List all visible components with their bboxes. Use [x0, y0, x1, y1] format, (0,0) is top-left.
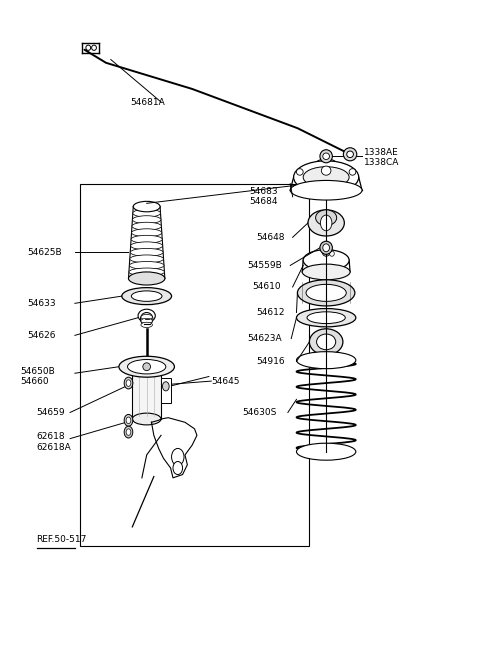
Ellipse shape: [294, 161, 359, 193]
Text: 54623A: 54623A: [247, 334, 282, 343]
Ellipse shape: [317, 334, 336, 350]
Polygon shape: [152, 418, 197, 478]
Ellipse shape: [308, 210, 344, 236]
Ellipse shape: [321, 215, 332, 231]
Ellipse shape: [320, 241, 332, 254]
Ellipse shape: [347, 151, 353, 158]
Ellipse shape: [129, 261, 164, 269]
Ellipse shape: [126, 417, 131, 424]
Text: 54625B: 54625B: [27, 248, 61, 257]
Ellipse shape: [143, 363, 151, 371]
Ellipse shape: [171, 449, 184, 466]
Ellipse shape: [329, 251, 334, 256]
Ellipse shape: [310, 329, 343, 355]
Ellipse shape: [302, 264, 350, 280]
Ellipse shape: [306, 284, 346, 301]
Ellipse shape: [316, 210, 336, 225]
Text: 1338AE
1338CA: 1338AE 1338CA: [364, 148, 400, 167]
Text: REF.50-517: REF.50-517: [36, 535, 87, 544]
Ellipse shape: [124, 377, 133, 389]
Text: 54648: 54648: [257, 233, 285, 242]
Ellipse shape: [320, 150, 332, 163]
Ellipse shape: [297, 352, 356, 369]
Ellipse shape: [133, 201, 160, 212]
Ellipse shape: [138, 309, 156, 322]
Ellipse shape: [323, 244, 329, 252]
Ellipse shape: [322, 166, 331, 175]
Ellipse shape: [132, 291, 162, 301]
Ellipse shape: [297, 443, 356, 460]
Ellipse shape: [163, 394, 168, 402]
Text: 62618
62618A: 62618 62618A: [36, 432, 72, 451]
Ellipse shape: [173, 462, 182, 475]
Text: 54559B: 54559B: [247, 261, 282, 270]
Bar: [80, 183, 310, 546]
Text: 54681A: 54681A: [130, 98, 165, 107]
Ellipse shape: [316, 159, 336, 170]
Ellipse shape: [298, 280, 355, 306]
Ellipse shape: [323, 248, 330, 256]
Text: 54916: 54916: [257, 357, 286, 366]
Ellipse shape: [303, 250, 349, 271]
Ellipse shape: [129, 274, 165, 282]
Ellipse shape: [132, 413, 161, 425]
Ellipse shape: [119, 356, 174, 377]
Ellipse shape: [133, 209, 160, 217]
Text: 54630S: 54630S: [242, 408, 277, 417]
Ellipse shape: [349, 169, 356, 175]
Text: 54626: 54626: [27, 331, 56, 340]
Ellipse shape: [129, 268, 165, 276]
Ellipse shape: [131, 242, 163, 250]
Ellipse shape: [124, 426, 133, 438]
Text: 54645: 54645: [211, 377, 240, 386]
Ellipse shape: [141, 318, 153, 324]
Ellipse shape: [323, 153, 329, 160]
Ellipse shape: [126, 380, 131, 386]
Ellipse shape: [343, 148, 357, 161]
Ellipse shape: [141, 312, 153, 326]
Ellipse shape: [92, 45, 96, 50]
Bar: [132, 370, 161, 419]
Ellipse shape: [124, 415, 133, 426]
Ellipse shape: [129, 272, 165, 285]
Text: 54633: 54633: [27, 299, 56, 308]
Ellipse shape: [162, 382, 169, 391]
Ellipse shape: [131, 235, 162, 243]
Ellipse shape: [132, 364, 161, 376]
Ellipse shape: [303, 167, 349, 187]
Ellipse shape: [132, 229, 162, 236]
Text: 54650B
54660: 54650B 54660: [20, 367, 55, 386]
Text: 54612: 54612: [257, 308, 285, 317]
Ellipse shape: [307, 312, 345, 324]
Ellipse shape: [86, 45, 91, 50]
Ellipse shape: [128, 360, 166, 374]
Ellipse shape: [297, 309, 356, 327]
Ellipse shape: [133, 202, 160, 210]
Ellipse shape: [132, 222, 161, 230]
Ellipse shape: [130, 255, 164, 263]
Text: 54610: 54610: [252, 282, 281, 291]
Ellipse shape: [141, 322, 153, 328]
Ellipse shape: [290, 180, 362, 200]
Text: 54683
54684: 54683 54684: [250, 187, 278, 206]
Ellipse shape: [132, 215, 161, 223]
Bar: [161, 378, 170, 403]
Ellipse shape: [126, 429, 131, 436]
Ellipse shape: [130, 248, 163, 256]
Ellipse shape: [122, 288, 171, 305]
Text: 54659: 54659: [36, 408, 65, 417]
Ellipse shape: [163, 384, 168, 392]
Ellipse shape: [141, 314, 153, 320]
Ellipse shape: [297, 169, 303, 175]
